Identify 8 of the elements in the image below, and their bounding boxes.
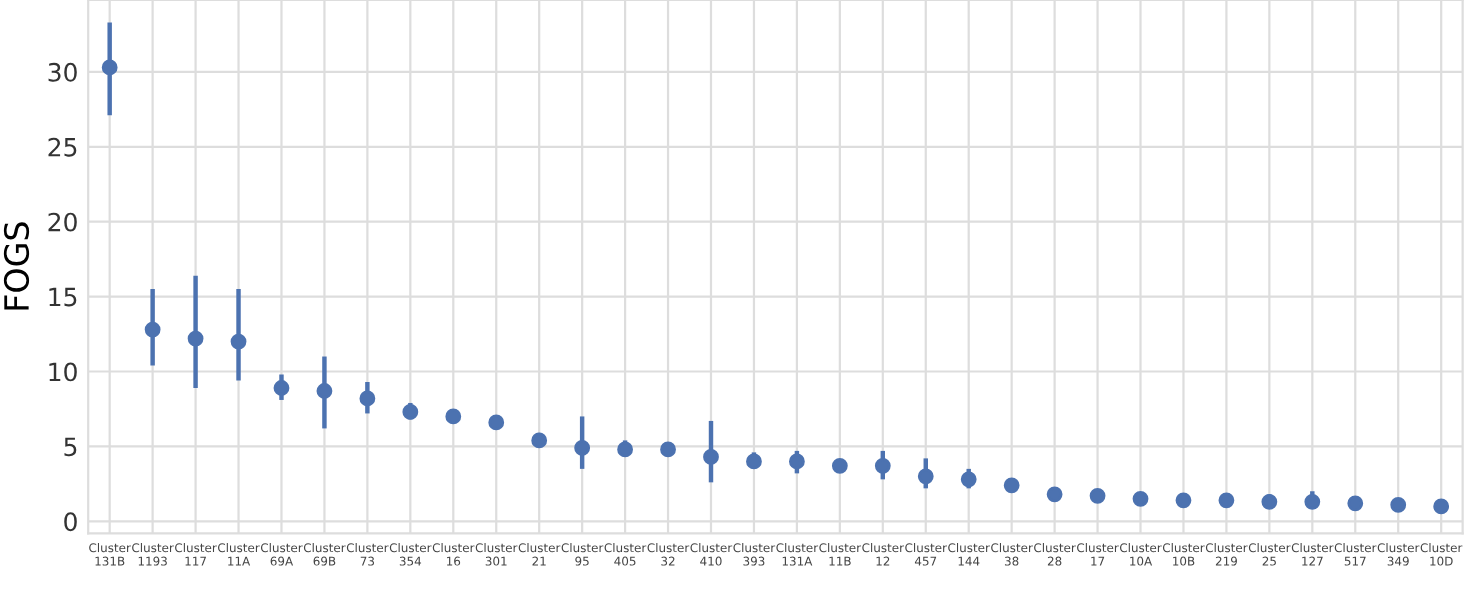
- y-tick-label: 15: [49, 287, 77, 307]
- y-tick-label: 10: [49, 362, 77, 382]
- y-tick-label: 20: [48, 212, 77, 232]
- y-tick-label: 0: [64, 512, 77, 532]
- y-axis-title: FOGS: [3, 222, 30, 310]
- y-tick-label: 30: [48, 62, 77, 82]
- y-tick-label: 5: [64, 437, 77, 457]
- y-tick-label: 25: [48, 137, 77, 157]
